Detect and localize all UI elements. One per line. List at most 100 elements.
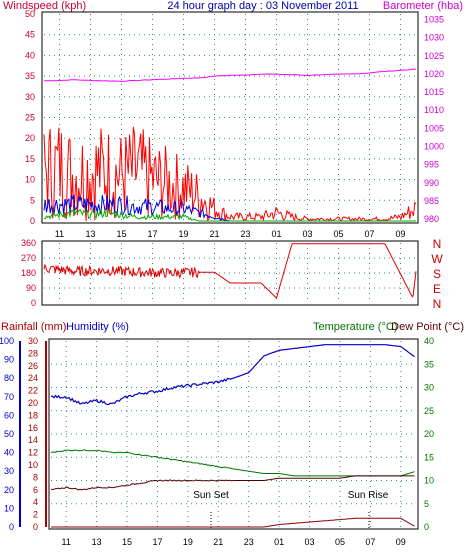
windspeed-tick-label: 50 <box>25 9 35 19</box>
barometer-tick-label: 1020 <box>424 69 444 79</box>
humidity-tick-label: 50 <box>4 429 14 439</box>
series-line <box>43 68 416 82</box>
temperature-tick-label: 0 <box>424 522 429 532</box>
rain-tick-label: 8 <box>33 472 38 482</box>
humidity-tick-label: 60 <box>4 410 14 420</box>
dewpoint-axis-label: Dew Point (°C) <box>391 321 464 333</box>
x-tick-label: 01 <box>274 537 284 547</box>
x-tick-label: 19 <box>178 229 188 239</box>
windspeed-tick-label: 30 <box>25 92 35 102</box>
compass-label: N <box>433 297 442 311</box>
humidity-tick-label: 40 <box>4 448 14 458</box>
x-tick-label: 15 <box>122 537 132 547</box>
rain-tick-label: 16 <box>28 423 38 433</box>
rain-tick-label: 4 <box>33 497 38 507</box>
x-tick-label: 15 <box>116 229 126 239</box>
compass-label: N <box>433 237 442 251</box>
rain-tick-label: 14 <box>28 435 38 445</box>
direction-tick-label: 180 <box>21 268 36 278</box>
windspeed-tick-label: 25 <box>25 113 35 123</box>
sun-set-label: Sun Set <box>193 490 229 501</box>
x-tick-label: 05 <box>335 537 345 547</box>
x-tick-label: 07 <box>364 229 374 239</box>
barometer-tick-label: 1000 <box>424 142 444 152</box>
series-line <box>50 475 415 491</box>
series-line <box>43 194 416 222</box>
rain-tick-label: 26 <box>28 361 38 371</box>
windspeed-tick-label: 0 <box>30 216 35 226</box>
series-line <box>51 517 415 528</box>
barometer-tick-label: 990 <box>424 178 439 188</box>
temperature-axis-label: Temperature (°C) <box>313 321 397 333</box>
x-tick-label: 17 <box>147 229 157 239</box>
windspeed-tick-label: 35 <box>25 71 35 81</box>
barometer-tick-label: 985 <box>424 196 439 206</box>
x-tick-label: 13 <box>92 537 102 547</box>
x-tick-label: 07 <box>365 537 375 547</box>
x-tick-label: 03 <box>305 537 315 547</box>
humidity-tick-label: 100 <box>0 336 14 346</box>
x-tick-label: 01 <box>271 229 281 239</box>
humidity-tick-label: 10 <box>4 503 14 513</box>
humidity-tick-label: 70 <box>4 392 14 402</box>
chart-title: 24 hour graph day : 03 November 2011 <box>167 0 358 12</box>
x-tick-label: 03 <box>302 229 312 239</box>
series-line <box>43 126 417 223</box>
direction-tick-label: 0 <box>31 298 36 308</box>
rain-tick-label: 30 <box>28 336 38 346</box>
rain-tick-label: 24 <box>28 373 38 383</box>
compass-label: S <box>433 267 441 281</box>
temperature-tick-label: 10 <box>424 476 434 486</box>
rain-tick-label: 20 <box>28 398 38 408</box>
compass-label: E <box>433 282 441 296</box>
barometer-tick-label: 1005 <box>424 123 444 133</box>
humidity-axis-label: Humidity (%) <box>66 321 129 333</box>
x-tick-label: 09 <box>395 229 405 239</box>
barometer-tick-label: 1035 <box>424 14 444 24</box>
rain-tick-label: 18 <box>28 410 38 420</box>
series-line <box>50 449 415 477</box>
series-line <box>50 344 415 406</box>
barometer-axis-label: Barometer (hba) <box>383 0 463 12</box>
x-tick-label: 21 <box>209 229 219 239</box>
direction-series <box>43 243 417 299</box>
rain-tick-label: 10 <box>28 460 38 470</box>
series-line <box>43 207 416 222</box>
humidity-tick-label: 0 <box>9 522 14 532</box>
rain-tick-label: 28 <box>28 348 38 358</box>
rain-tick-label: 0 <box>33 522 38 532</box>
windspeed-tick-label: 20 <box>25 133 35 143</box>
temperature-tick-label: 25 <box>424 406 434 416</box>
x-tick-label: 19 <box>183 537 193 547</box>
x-tick-label: 23 <box>244 537 254 547</box>
compass-label: W <box>431 252 443 266</box>
windspeed-tick-label: 40 <box>25 50 35 60</box>
windspeed-tick-label: 15 <box>25 154 35 164</box>
x-tick-label: 09 <box>396 537 406 547</box>
barometer-tick-label: 1010 <box>424 105 444 115</box>
barometer-tick-label: 1015 <box>424 87 444 97</box>
direction-tick-label: 360 <box>21 238 36 248</box>
rain-tick-label: 6 <box>33 485 38 495</box>
barometer-tick-label: 995 <box>424 160 439 170</box>
windspeed-tick-label: 5 <box>30 195 35 205</box>
barometer-tick-label: 1025 <box>424 51 444 61</box>
windspeed-tick-label: 45 <box>25 30 35 40</box>
barometer-tick-label: 1030 <box>424 33 444 43</box>
x-tick-label: 23 <box>240 229 250 239</box>
rain-tick-label: 22 <box>28 386 38 396</box>
direction-tick-label: 90 <box>26 283 36 293</box>
humidity-tick-label: 90 <box>4 355 14 365</box>
temperature-tick-label: 40 <box>424 336 434 346</box>
windspeed-tick-label: 10 <box>25 175 35 185</box>
temperature-tick-label: 20 <box>424 429 434 439</box>
wind-panel-frame <box>41 11 419 224</box>
sun-rise-label: Sun Rise <box>348 490 389 501</box>
x-tick-label: 21 <box>213 537 223 547</box>
x-tick-label: 11 <box>62 537 71 547</box>
rain-tick-label: 12 <box>28 448 38 458</box>
humidity-tick-label: 30 <box>4 466 14 476</box>
temperature-tick-label: 35 <box>424 359 434 369</box>
x-tick-label: 13 <box>85 229 95 239</box>
